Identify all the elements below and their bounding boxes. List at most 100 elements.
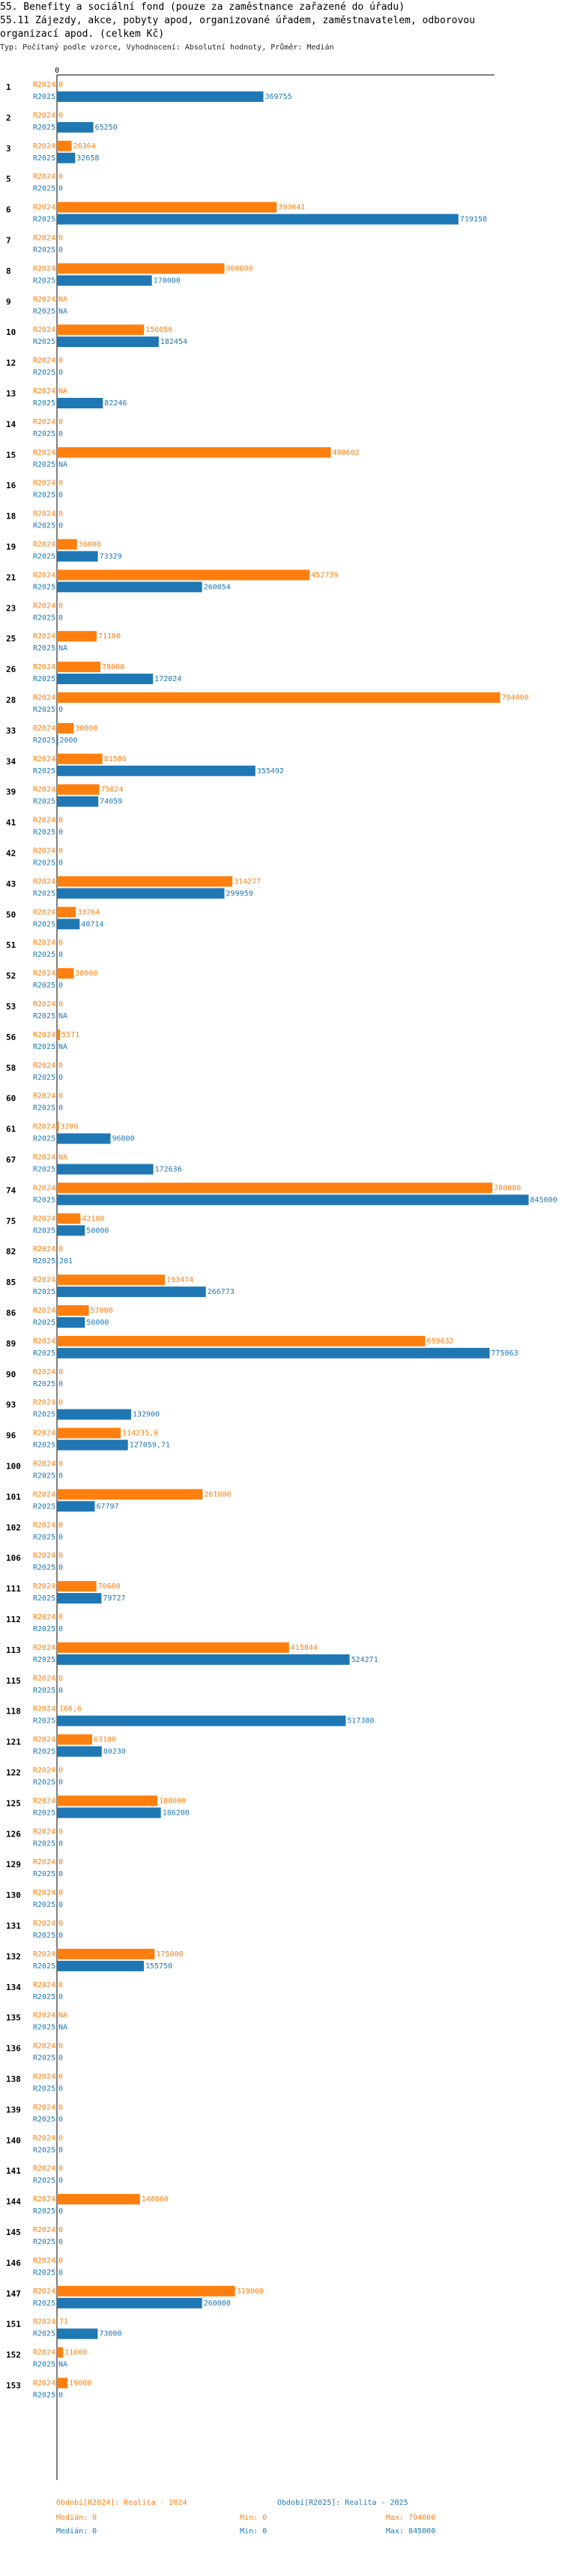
series-label-2025: R2025: [33, 1594, 55, 1603]
max-2025: Max: 845000: [386, 2527, 436, 2536]
data-label-2024: 0: [58, 2073, 63, 2081]
row-id-label: 144: [6, 2197, 21, 2207]
bar-2025: [57, 336, 159, 348]
series-label-2025: R2025: [33, 1012, 55, 1021]
data-label-2024: 0: [58, 1858, 63, 1866]
row-id-label: 26: [6, 665, 16, 674]
series-label-2025: R2025: [33, 2361, 55, 2369]
row-id-label: 51: [6, 940, 16, 950]
series-label-2024: R2024: [33, 1521, 55, 1529]
data-label-2024: 490602: [333, 449, 360, 457]
series-label-2025: R2025: [33, 553, 55, 561]
bar-2025: [57, 551, 98, 562]
series-label-2025: R2025: [33, 2055, 55, 2063]
data-label-2024: 452739: [311, 571, 338, 579]
data-label-2025: 172636: [155, 1166, 182, 1174]
series-label-2025: R2025: [33, 2024, 55, 2032]
data-label-2024: 0: [58, 1827, 63, 1836]
series-label-2025: R2025: [33, 1533, 55, 1541]
data-label-2024: 0: [58, 2165, 63, 2173]
data-label-2024: 33764: [77, 908, 100, 916]
bar-2025: [57, 1746, 102, 1757]
row-id-label: 106: [6, 1553, 21, 1563]
data-label-2025: 0: [58, 522, 63, 530]
series-label-2024: R2024: [33, 2195, 55, 2204]
series-label-2025: R2025: [33, 124, 55, 132]
data-label-2025: 260054: [204, 583, 231, 591]
data-label-2025: 74059: [100, 798, 122, 806]
data-label-2024: 0: [58, 2134, 63, 2142]
series-label-2025: R2025: [33, 1349, 55, 1358]
series-label-2024: R2024: [33, 1000, 55, 1009]
data-label-2025: 369755: [265, 93, 292, 101]
data-label-2025: 0: [58, 492, 63, 500]
bar-2024: [57, 2377, 68, 2389]
series-label-2025: R2025: [33, 889, 55, 898]
series-label-2024: R2024: [33, 480, 55, 488]
min-2025: Min: 0: [240, 2527, 268, 2536]
bar-2025: [57, 888, 225, 899]
data-label-2024: 0: [58, 1889, 63, 1897]
series-label-2025: R2025: [33, 399, 55, 408]
bar-2025: [57, 121, 94, 133]
series-label-2024: R2024: [33, 725, 55, 733]
row-id-label: 9: [6, 297, 11, 306]
series-label-2024: R2024: [33, 939, 55, 947]
series-label-2024: R2024: [33, 264, 55, 273]
bar-2025: [57, 2297, 202, 2309]
series-label-2024: R2024: [33, 541, 55, 549]
row-id-label: 131: [6, 1921, 21, 1931]
series-label-2024: R2024: [33, 970, 55, 978]
data-label-2025: 73000: [99, 2330, 121, 2338]
series-label-2024: R2024: [33, 1154, 55, 1162]
legend-2024: Období[R2024]: Realita - 2024: [56, 2499, 187, 2507]
data-label-2024: 314277: [234, 877, 261, 886]
row-id-label: 100: [6, 1462, 21, 1472]
data-label-2025: 0: [58, 614, 63, 622]
series-label-2025: R2025: [33, 1442, 55, 1450]
row-id-label: 86: [6, 1308, 16, 1318]
data-label-2025: 40714: [81, 920, 103, 928]
row-id-label: 2: [6, 113, 11, 123]
series-label-2024: R2024: [33, 1644, 55, 1652]
series-label-2024: R2024: [33, 387, 55, 396]
series-label-2025: R2025: [33, 644, 55, 653]
bar-2025: [57, 1256, 58, 1267]
legend-2025: Období[R2025]: Realita - 2025: [277, 2499, 408, 2507]
data-label-2025: 172024: [154, 675, 181, 683]
bar-2025: [57, 734, 58, 746]
row-id-label: 93: [6, 1400, 16, 1410]
bar-2024: [57, 569, 310, 581]
data-label-2024: 0: [58, 1062, 63, 1070]
bar-2024: [57, 1335, 426, 1346]
data-label-2025: NA: [58, 1012, 67, 1021]
series-label-2024: R2024: [33, 1858, 55, 1866]
series-label-2025: R2025: [33, 706, 55, 714]
data-label-2024: 0: [58, 1981, 63, 1989]
bar-2024: [57, 1948, 155, 1959]
row-id-label: 132: [6, 1952, 21, 1962]
row-id-label: 39: [6, 787, 16, 797]
bar-2024: [57, 1642, 289, 1653]
data-label-2025: 0: [58, 2207, 63, 2216]
row-id-label: 129: [6, 1860, 21, 1869]
series-label-2024: R2024: [33, 235, 55, 243]
row-id-label: 89: [6, 1339, 16, 1349]
row-id-label: 1: [6, 82, 11, 92]
data-label-2024: 794000: [502, 694, 529, 702]
row-id-label: 113: [6, 1645, 21, 1655]
series-label-2025: R2025: [33, 461, 55, 469]
data-label-2024: 19000: [69, 2380, 91, 2388]
series-label-2025: R2025: [33, 1564, 55, 1572]
bar-2024: [57, 2316, 58, 2327]
series-label-2024: R2024: [33, 1399, 55, 1407]
series-label-2025: R2025: [33, 1043, 55, 1051]
bar-2024: [57, 1734, 92, 1745]
series-label-2024: R2024: [33, 1981, 55, 1989]
row-id-label: 43: [6, 879, 16, 889]
series-label-2025: R2025: [33, 2238, 55, 2246]
data-label-2025: 0: [58, 1533, 63, 1541]
data-label-2025: 517380: [347, 1717, 374, 1726]
row-id-label: 85: [6, 1278, 16, 1287]
data-label-2025: 0: [58, 1839, 63, 1848]
